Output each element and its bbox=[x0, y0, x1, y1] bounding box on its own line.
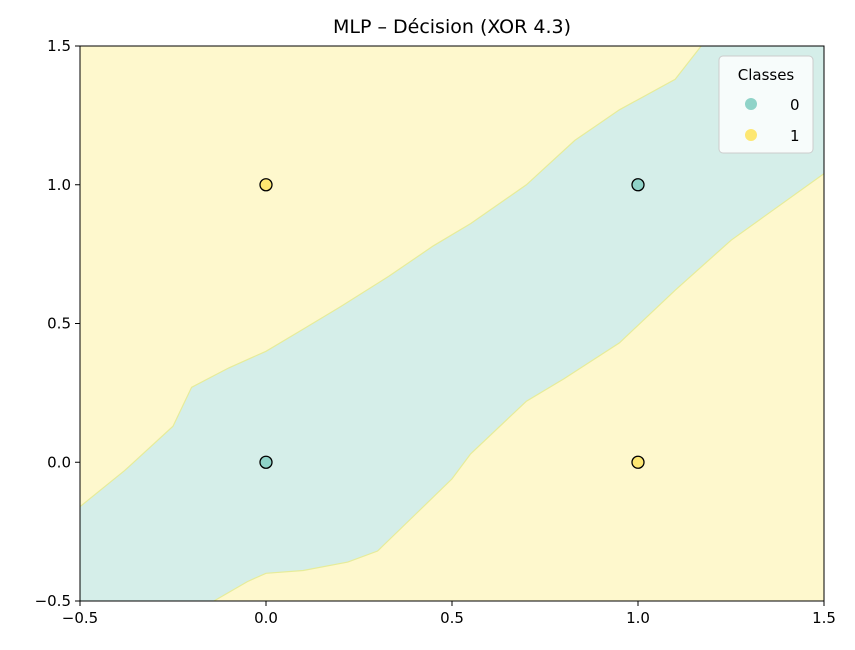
data-point-class-1 bbox=[259, 178, 273, 192]
x-tick-label: 1.5 bbox=[812, 609, 836, 627]
data-points bbox=[259, 178, 645, 469]
x-tick-label: 1.0 bbox=[626, 609, 650, 627]
legend-box bbox=[718, 55, 814, 154]
x-axis: −0.5 0.0 0.5 1.0 1.5 bbox=[62, 601, 836, 627]
decision-boundary-upper bbox=[80, 46, 702, 508]
data-point-class-0 bbox=[631, 178, 645, 192]
data-point-class-1 bbox=[631, 455, 645, 469]
legend: Classes 01 bbox=[718, 55, 814, 154]
legend-marker-1 bbox=[745, 129, 757, 141]
plot-area bbox=[80, 46, 824, 601]
y-tick-label: 0.0 bbox=[47, 453, 71, 471]
legend-label-0: 0 bbox=[790, 96, 800, 114]
legend-entries: 01 bbox=[745, 96, 800, 145]
x-tick-label: 0.5 bbox=[440, 609, 464, 627]
data-point-class-0 bbox=[259, 455, 273, 469]
y-tick-label: 1.5 bbox=[47, 37, 71, 55]
y-tick-label: 0.5 bbox=[47, 315, 71, 333]
y-tick-label: −0.5 bbox=[35, 592, 71, 610]
y-tick-label: 1.0 bbox=[47, 176, 71, 194]
legend-label-1: 1 bbox=[790, 127, 800, 145]
decision-boundary-lower bbox=[213, 173, 824, 601]
x-tick-label: 0.0 bbox=[254, 609, 278, 627]
x-tick-label: −0.5 bbox=[62, 609, 98, 627]
legend-marker-0 bbox=[745, 98, 757, 110]
y-axis: −0.5 0.0 0.5 1.0 1.5 bbox=[35, 37, 80, 610]
chart-title: MLP – Décision (XOR 4.3) bbox=[333, 16, 571, 38]
legend-title: Classes bbox=[738, 66, 795, 84]
